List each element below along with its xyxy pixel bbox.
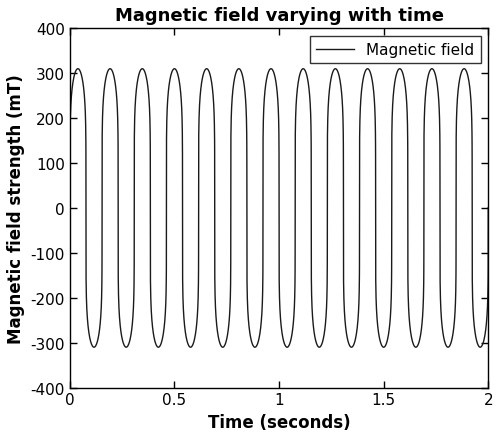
Y-axis label: Magnetic field strength (mT): Magnetic field strength (mT) [7, 74, 25, 343]
Magnetic field [485, 205, 491, 211]
Magnetic field [218, 344, 224, 349]
X-axis label: Time (seconds): Time (seconds) [208, 413, 350, 431]
Magnetic field [377, 339, 383, 344]
Magnetic field [314, 343, 320, 349]
Magnetic field [67, 206, 73, 211]
Magnetic field [88, 340, 94, 345]
Legend: Magnetic field: Magnetic field [310, 37, 480, 64]
Magnetic field [400, 71, 406, 76]
Magnetic field [300, 67, 306, 72]
Magnetic field [333, 67, 339, 72]
Title: Magnetic field varying with time: Magnetic field varying with time [114, 7, 444, 25]
Line: Magnetic field: Magnetic field [70, 70, 488, 347]
Magnetic field [252, 345, 258, 350]
